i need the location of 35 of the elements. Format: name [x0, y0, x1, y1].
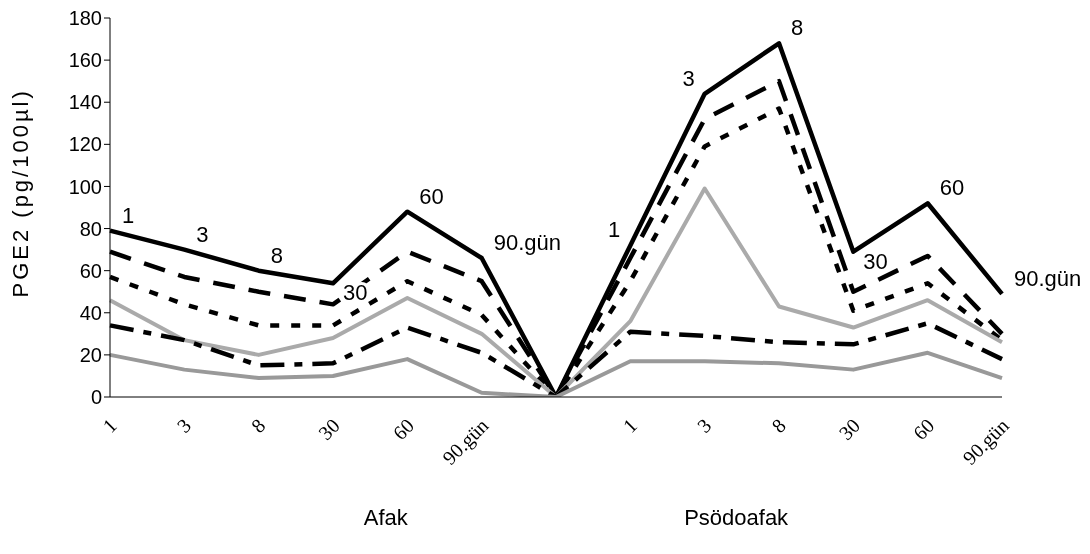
y-tick-label: 0	[90, 386, 102, 409]
annotation: 3	[682, 65, 695, 91]
x-tick-label: 60	[908, 414, 939, 444]
y-tick-label: 180	[68, 7, 102, 30]
x-tick-label: 30	[314, 414, 344, 444]
annotation: 60	[939, 175, 965, 201]
x-tick-label: 1	[98, 414, 121, 437]
y-tick-label: 120	[68, 133, 102, 156]
annotation: 60	[419, 183, 444, 209]
y-tick-label: 160	[68, 49, 102, 72]
x-tick-label: 8	[246, 414, 270, 437]
annotation: 30	[343, 280, 368, 306]
x-tick-label: 60	[388, 414, 419, 444]
text: Afak	[362, 505, 409, 531]
annotation: 8	[791, 15, 804, 41]
text: 90.gün	[1014, 265, 1082, 291]
annotation: 1	[608, 217, 621, 243]
y-tick-label: 140	[68, 91, 102, 114]
y-tick-label: 80	[79, 217, 102, 240]
text: Psödoafak	[683, 505, 790, 531]
x-tick-label: 8	[767, 414, 790, 437]
x-tick-label: 30	[834, 414, 865, 444]
y-tick-label: 20	[79, 343, 102, 366]
annotation: 8	[270, 242, 283, 268]
y-tick-label: 60	[79, 259, 102, 282]
x-tick-label: 3	[172, 414, 196, 437]
x-tick-label: 3	[692, 414, 716, 437]
y-tick-label: 40	[79, 301, 102, 324]
y-axis-title: PGE2 (pg/100µl)	[7, 88, 33, 298]
x-tick-label: 1	[618, 414, 642, 437]
annotation: 3	[196, 221, 209, 247]
annotation: 30	[863, 248, 888, 274]
y-tick-label: 100	[68, 175, 102, 198]
annotation: 90.gün	[493, 230, 561, 256]
annotation: 1	[122, 202, 135, 228]
